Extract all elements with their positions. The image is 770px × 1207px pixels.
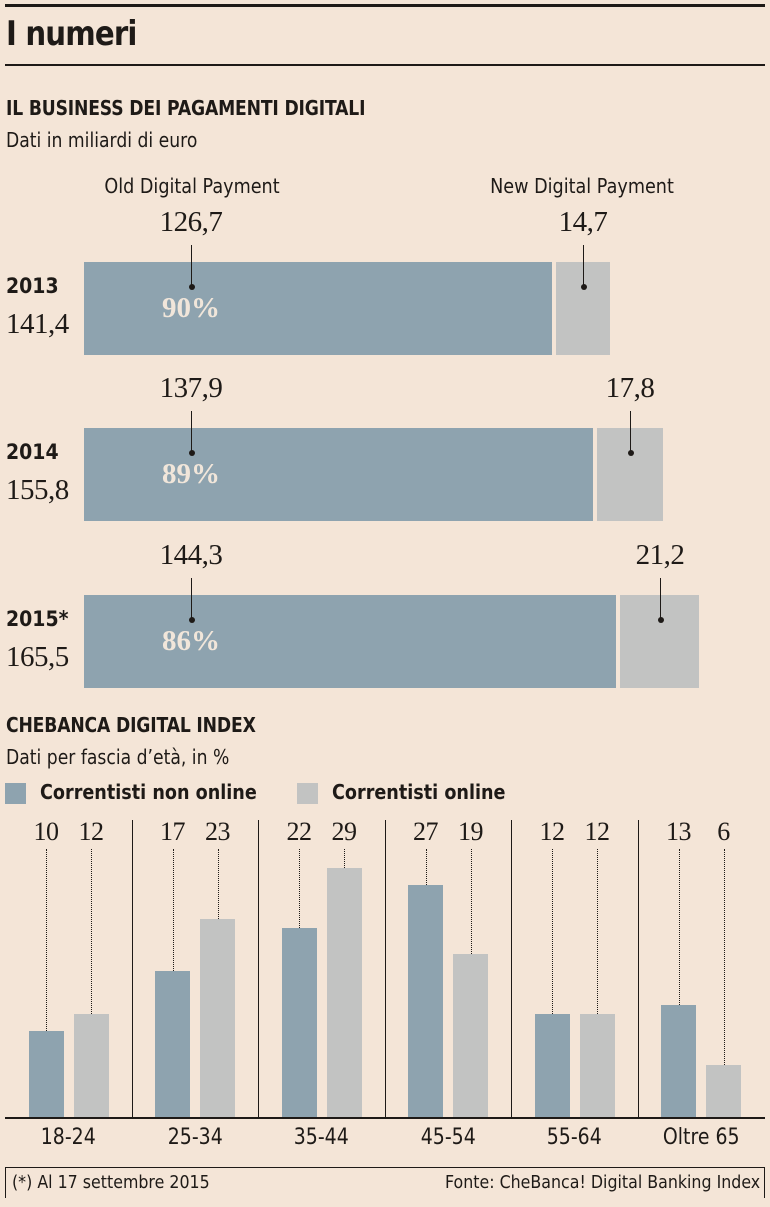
age-label-1: 25-34: [167, 1125, 223, 1150]
x-axis-baseline: [5, 1117, 765, 1119]
total-label-1: 155,8: [6, 474, 69, 506]
dotted-leader-non-online-3: [426, 849, 427, 885]
value-label-non-online-3: 27: [413, 817, 439, 846]
legend-swatch-non-online: [5, 783, 26, 804]
age-label-0: 18-24: [40, 1125, 96, 1150]
old-leader-line-0: [191, 245, 192, 286]
group-divider-1: [132, 820, 133, 1117]
bar-old-digital-0: [84, 262, 552, 355]
page-title: I numeri: [6, 14, 137, 54]
bar-new-digital-2: [620, 595, 699, 688]
old-pct-label-0: 90%: [162, 292, 220, 324]
dotted-leader-online-5: [724, 849, 725, 1066]
bar-online-4: [579, 1013, 615, 1117]
new-value-label-0: 14,7: [558, 206, 608, 238]
bar-non-online-0: [28, 1031, 64, 1117]
chart2-title: CHEBANCA DIGITAL INDEX: [6, 713, 256, 737]
dotted-leader-non-online-5: [679, 849, 680, 1006]
new-leader-dot-2: [657, 617, 664, 623]
age-label-4: 55-64: [546, 1125, 602, 1150]
dotted-leader-non-online-4: [552, 849, 553, 1014]
old-leader-dot-1: [188, 450, 195, 456]
legend-label-non-online: Correntisti non online: [40, 780, 257, 804]
value-label-non-online-5: 13: [666, 817, 692, 846]
bar-online-1: [200, 919, 235, 1117]
group-divider-3: [385, 820, 386, 1117]
footer-left-rule: [5, 1167, 6, 1198]
total-label-0: 141,4: [6, 308, 69, 340]
bar-non-online-4: [534, 1013, 570, 1117]
chart1-subtitle: Dati in miliardi di euro: [6, 128, 198, 152]
bar-online-2: [326, 867, 362, 1117]
dotted-leader-non-online-2: [299, 849, 300, 928]
dotted-leader-online-4: [597, 849, 598, 1014]
bar-old-digital-1: [84, 428, 593, 521]
old-leader-line-1: [191, 411, 192, 452]
new-leader-line-2: [660, 578, 661, 619]
group-divider-5: [638, 820, 639, 1117]
new-leader-dot-1: [627, 450, 634, 456]
value-label-online-5: 6: [717, 817, 730, 846]
value-label-online-2: 29: [331, 817, 358, 846]
new-leader-line-0: [583, 245, 584, 286]
dotted-leader-online-2: [344, 849, 345, 868]
value-label-non-online-1: 17: [160, 817, 186, 846]
age-label-2: 35-44: [293, 1125, 349, 1150]
value-label-online-1: 23: [205, 817, 231, 846]
bar-non-online-2: [281, 927, 317, 1117]
new-leader-dot-0: [580, 284, 587, 290]
value-label-online-3: 19: [458, 817, 484, 846]
new-value-label-2: 21,2: [635, 539, 685, 571]
bar-online-0: [73, 1013, 109, 1117]
bar-non-online-1: [155, 970, 190, 1117]
footer-right-rule: [764, 1167, 765, 1198]
value-label-non-online-4: 12: [539, 817, 566, 846]
bar-online-5: [706, 1065, 741, 1117]
group-divider-4: [511, 820, 512, 1117]
dotted-leader-non-online-1: [173, 849, 174, 971]
group-divider-2: [258, 820, 259, 1117]
bar-old-digital-2: [84, 595, 617, 688]
year-label-0: 2013: [6, 274, 59, 298]
top-rule: [5, 4, 765, 7]
old-value-label-2: 144,3: [159, 539, 223, 571]
legend-label-online: Correntisti online: [332, 780, 506, 804]
year-label-1: 2014: [6, 440, 59, 464]
old-leader-line-2: [191, 578, 192, 619]
old-value-label-1: 137,9: [159, 372, 223, 404]
legend-old-digital: Old Digital Payment: [104, 174, 280, 198]
old-pct-label-2: 86%: [162, 625, 220, 657]
chart2-subtitle: Dati per fascia d’età, in %: [6, 745, 230, 769]
bar-new-digital-1: [596, 428, 663, 521]
age-label-5: Oltre 65: [662, 1125, 740, 1150]
new-value-label-1: 17,8: [605, 372, 655, 404]
value-label-non-online-2: 22: [286, 817, 313, 846]
title-underline: [5, 64, 765, 66]
dotted-leader-online-3: [471, 849, 472, 954]
legend-new-digital: New Digital Payment: [490, 174, 674, 198]
value-label-non-online-0: 10: [33, 817, 60, 846]
dotted-leader-online-0: [91, 849, 92, 1014]
bar-non-online-3: [408, 884, 443, 1117]
source-credit: Fonte: CheBanca! Digital Banking Index: [444, 1172, 760, 1193]
bar-online-3: [453, 953, 488, 1117]
bar-non-online-5: [661, 1005, 696, 1117]
bar-new-digital-0: [555, 262, 610, 355]
new-leader-line-1: [630, 411, 631, 452]
old-leader-dot-2: [188, 617, 195, 623]
total-label-2: 165,5: [6, 641, 69, 673]
old-pct-label-1: 89%: [162, 458, 220, 490]
year-label-2: 2015*: [6, 607, 69, 631]
legend-swatch-online: [297, 783, 318, 804]
footer-top-rule: [5, 1167, 765, 1168]
old-value-label-0: 126,7: [159, 206, 223, 238]
dotted-leader-non-online-0: [46, 849, 47, 1031]
footnote: (*) Al 17 settembre 2015: [12, 1172, 210, 1193]
value-label-online-4: 12: [584, 817, 611, 846]
age-label-3: 45-54: [420, 1125, 476, 1150]
chart1-title: IL BUSINESS DEI PAGAMENTI DIGITALI: [6, 96, 366, 120]
dotted-leader-online-1: [218, 849, 219, 920]
value-label-online-0: 12: [78, 817, 105, 846]
old-leader-dot-0: [188, 284, 195, 290]
